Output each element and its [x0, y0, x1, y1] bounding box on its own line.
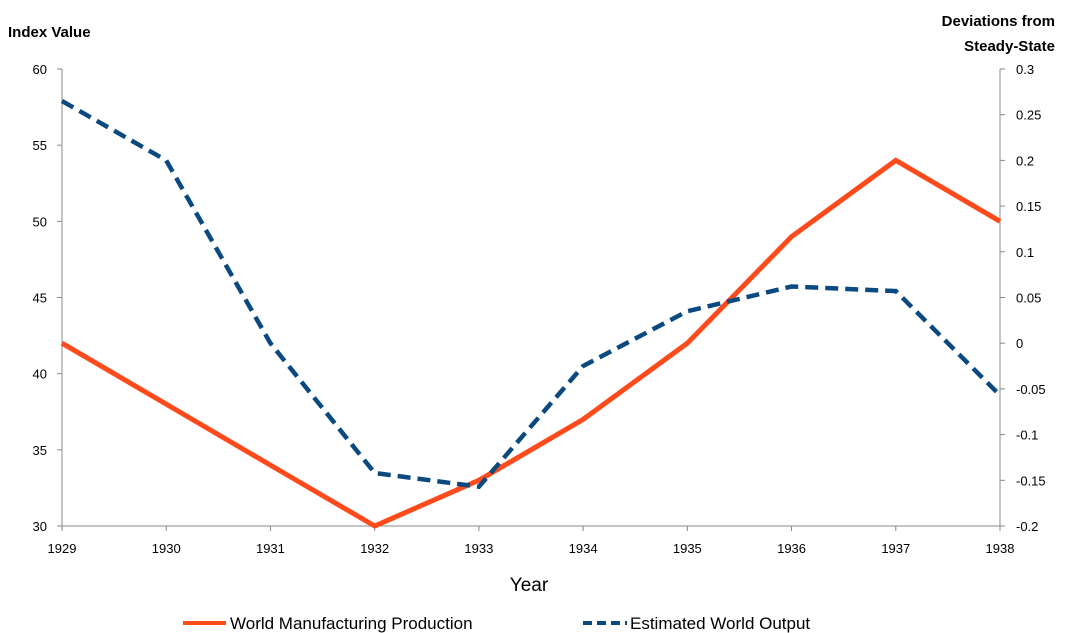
y-right-tick-label: 0.25: [1016, 108, 1041, 123]
y-right-tick-label: 0.2: [1016, 153, 1034, 168]
axis-labels: Index Value Deviations from Steady-State…: [8, 13, 1055, 596]
y-left-tick-label: 45: [33, 291, 47, 306]
legend-label-estimated-world-output: Estimated World Output: [630, 614, 810, 633]
y-left-tick-label: 55: [33, 138, 47, 153]
x-tick-label: 1938: [986, 541, 1015, 556]
legend-label-world-manufacturing-production: World Manufacturing Production: [230, 614, 473, 633]
series-line-world-manufacturing-production: [60, 157, 1002, 529]
y-axis-right-title-line1: Deviations from: [942, 13, 1055, 30]
y-left-tick-label: 40: [33, 367, 47, 382]
y-right-tick-label: 0.1: [1016, 245, 1034, 260]
x-tick-label: 1929: [48, 541, 77, 556]
axes: 30 35 40 45 50 55 60 -0.2 -0.15 -0.1 -0.05 0 0.05 0.1…: [33, 62, 1046, 556]
y-left-tick-label: 30: [33, 519, 47, 534]
y-right-tick-label: -0.05: [1016, 382, 1046, 397]
x-tick-label: 1932: [360, 541, 389, 556]
y-right-tick-label: 0.3: [1016, 62, 1034, 77]
y-right-tick-label: -0.15: [1016, 473, 1046, 488]
y-left-tick-label: 35: [33, 443, 47, 458]
y-right-tick-label: -0.2: [1016, 519, 1038, 534]
legend: World Manufacturing Production Estimated…: [183, 614, 810, 633]
y-left-tick-label: 60: [33, 62, 47, 77]
y-right-tick-label: 0.15: [1016, 199, 1041, 214]
x-tick-label: 1934: [569, 541, 598, 556]
y-axis-right-title-line2: Steady-State: [964, 38, 1055, 55]
series-line-estimated-world-output: [60, 99, 1002, 490]
series-layer: [60, 99, 1002, 529]
x-tick-label: 1930: [152, 541, 181, 556]
y-axis-left-title: Index Value: [8, 24, 91, 41]
y-left-tick-label: 50: [33, 214, 47, 229]
x-tick-label: 1931: [256, 541, 285, 556]
x-axis-title: Year: [510, 575, 549, 596]
x-tick-label: 1935: [673, 541, 702, 556]
y-right-tick-label: 0: [1016, 336, 1023, 351]
x-tick-label: 1936: [777, 541, 806, 556]
x-tick-label: 1937: [881, 541, 910, 556]
x-tick-label: 1933: [464, 541, 493, 556]
y-right-tick-label: 0.05: [1016, 291, 1041, 306]
y-right-tick-label: -0.1: [1016, 428, 1038, 443]
